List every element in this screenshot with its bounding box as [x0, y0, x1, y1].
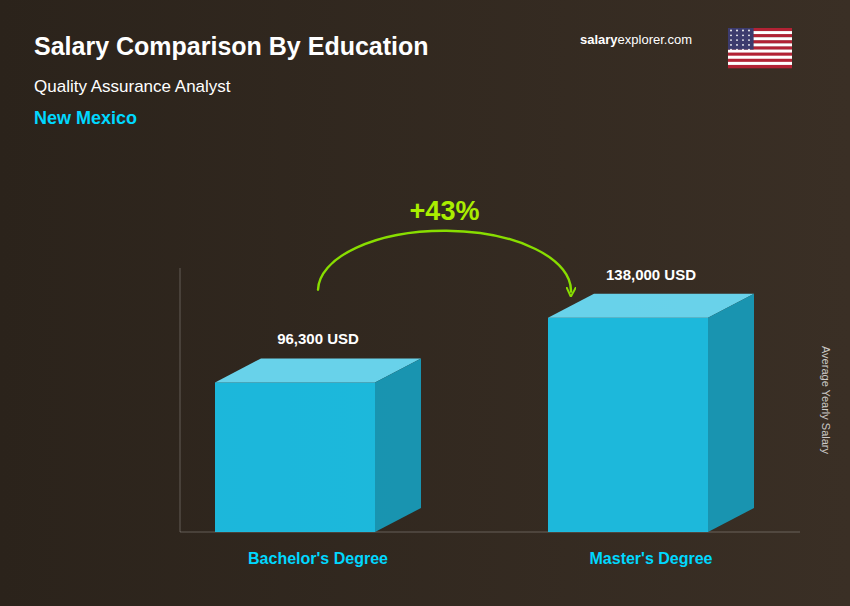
flag-stripe [728, 65, 792, 68]
flag-star [742, 44, 744, 46]
y-axis-label: Average Yearly Salary [820, 346, 832, 455]
flag-star [730, 49, 732, 51]
data-label: 138,000 USD [606, 266, 696, 283]
flag-star [748, 39, 750, 41]
flag-stripe [728, 59, 792, 62]
flag-stripe [728, 53, 792, 56]
chart-container: 96,300 USD Bachelor's Degree 138,000 USD Ma… [0, 0, 850, 606]
y-axis-line [180, 268, 181, 532]
bar-3d [215, 358, 421, 532]
flag-star [742, 49, 744, 51]
brand-part: salary [580, 32, 618, 47]
flag-star [748, 34, 750, 36]
change-arrow [318, 231, 571, 292]
chart-svg: 96,300 USD Bachelor's Degree 138,000 USD Ma… [0, 0, 850, 606]
flag-star [730, 30, 732, 32]
background [0, 0, 850, 606]
flag [728, 28, 792, 68]
bar-3d [548, 294, 754, 532]
bar [215, 382, 375, 532]
brand-part: explorer.com [618, 32, 692, 47]
flag-star [742, 39, 744, 41]
bar-side-face [375, 358, 421, 532]
flag-star [736, 34, 738, 36]
data-label: 96,300 USD [277, 330, 359, 347]
bar-side-face [708, 294, 754, 532]
flag-stripe [728, 56, 792, 59]
flag-star [742, 34, 744, 36]
flag-star [736, 39, 738, 41]
flag-star [736, 44, 738, 46]
brand: salaryexplorer.com [580, 32, 692, 47]
flag-stripe [728, 50, 792, 53]
flag-star [730, 39, 732, 41]
percent-change: +43% [410, 196, 480, 226]
flag-star [748, 44, 750, 46]
flag-stripe [728, 62, 792, 65]
flag-star [730, 34, 732, 36]
flag-canton [728, 28, 754, 50]
flag-star [748, 30, 750, 32]
flag-star [748, 49, 750, 51]
bars [215, 294, 754, 532]
flag-star [730, 44, 732, 46]
flag-star [736, 49, 738, 51]
title: Salary Comparison By Education [34, 32, 429, 60]
flag-star [742, 30, 744, 32]
location: New Mexico [34, 108, 137, 128]
bar [548, 318, 708, 532]
flag-star [736, 30, 738, 32]
subtitle: Quality Assurance Analyst [34, 77, 231, 96]
category-label: Bachelor's Degree [248, 550, 388, 567]
category-label: Master's Degree [590, 550, 713, 567]
